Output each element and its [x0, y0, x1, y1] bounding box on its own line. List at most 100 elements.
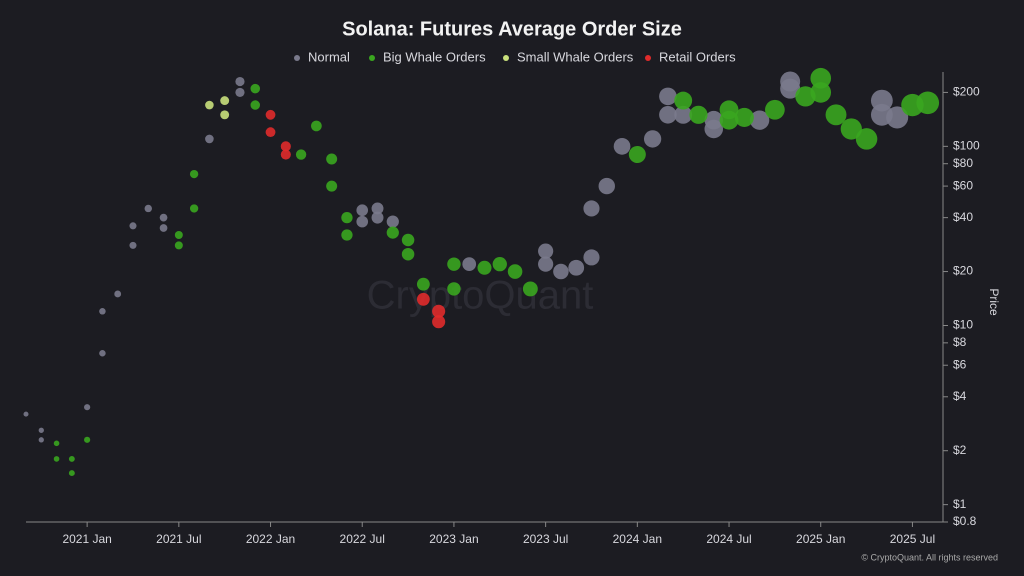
data-point	[719, 110, 739, 130]
data-point	[401, 233, 415, 247]
data-point	[205, 134, 214, 144]
data-point	[810, 82, 832, 103]
chart-title: Solana: Futures Average Order Size	[342, 18, 682, 40]
y-tick-label: $60	[953, 178, 973, 192]
data-point	[401, 247, 415, 261]
data-point	[825, 104, 847, 126]
data-point	[114, 290, 122, 298]
legend-marker	[503, 55, 509, 61]
data-point	[643, 130, 662, 148]
data-point	[734, 107, 754, 127]
data-point	[326, 153, 338, 165]
data-point	[659, 105, 677, 124]
data-point	[341, 229, 353, 241]
y-tick-label: $10	[953, 318, 973, 332]
y-tick-label: $2	[953, 443, 967, 457]
data-point	[326, 180, 338, 192]
data-point	[765, 99, 785, 120]
data-point	[68, 470, 75, 477]
legend-label: Normal	[308, 49, 350, 64]
y-tick-label: $6	[953, 357, 967, 371]
data-point	[341, 211, 353, 224]
data-point	[855, 128, 878, 150]
y-tick-label: $100	[953, 139, 980, 153]
data-point	[189, 169, 199, 179]
data-point	[295, 149, 307, 160]
data-point	[129, 241, 137, 249]
data-point	[447, 282, 461, 296]
y-tick-label: $4	[953, 389, 967, 403]
data-point	[84, 404, 91, 411]
data-point	[386, 226, 399, 239]
legend-label: Big Whale Orders	[383, 49, 486, 64]
data-point	[613, 137, 631, 155]
data-point	[432, 315, 446, 329]
data-point	[280, 141, 291, 152]
data-point	[810, 67, 832, 89]
data-point	[311, 120, 322, 132]
y-tick-label: $20	[953, 264, 973, 278]
data-point	[144, 204, 152, 213]
data-point	[583, 200, 600, 217]
data-point	[189, 204, 199, 213]
data-point	[628, 146, 646, 164]
data-point	[416, 292, 430, 306]
legend-marker	[645, 55, 651, 61]
legend-marker	[369, 55, 375, 61]
data-point	[674, 105, 693, 124]
data-point	[235, 87, 245, 98]
x-tick-label: 2021 Jan	[62, 532, 111, 546]
data-point	[568, 259, 585, 276]
data-point	[38, 427, 44, 433]
data-point	[356, 215, 369, 228]
x-tick-label: 2025 Jan	[796, 532, 845, 546]
data-point	[53, 440, 60, 447]
data-point	[447, 257, 461, 271]
y-tick-label: $80	[953, 156, 973, 170]
x-tick-label: 2022 Jan	[246, 532, 295, 546]
data-point	[371, 211, 384, 224]
y-axis-label: Price	[987, 288, 1001, 316]
legend-marker	[294, 55, 300, 61]
data-point	[68, 455, 75, 462]
data-point	[432, 304, 446, 318]
data-point	[235, 76, 245, 87]
data-point	[840, 118, 862, 140]
watermark: CryptoQuant	[367, 274, 594, 318]
data-point	[416, 277, 430, 291]
data-point	[99, 349, 106, 357]
y-tick-label: $200	[953, 85, 980, 99]
data-point	[492, 256, 507, 272]
legend-label: Retail Orders	[659, 49, 736, 64]
data-point	[159, 213, 168, 222]
data-point	[598, 177, 615, 195]
data-point	[205, 100, 214, 110]
data-point	[583, 249, 600, 266]
data-point	[462, 257, 477, 271]
data-point	[870, 89, 893, 112]
data-point	[477, 260, 492, 275]
data-point	[522, 281, 538, 297]
data-point	[538, 256, 554, 272]
data-point	[129, 222, 137, 230]
data-point	[916, 91, 940, 115]
x-tick-label: 2024 Jan	[613, 532, 662, 546]
data-point	[53, 456, 60, 462]
data-point	[38, 437, 44, 443]
y-tick-label: $8	[953, 335, 967, 349]
x-tick-label: 2023 Jan	[429, 532, 478, 546]
data-point	[371, 202, 384, 215]
data-point	[99, 308, 106, 315]
x-tick-label: 2025 Jul	[890, 532, 935, 546]
data-point	[689, 105, 708, 124]
y-tick-label: $0.8	[953, 514, 977, 528]
data-point	[538, 243, 554, 259]
data-point	[23, 411, 29, 417]
data-point	[507, 264, 523, 279]
data-point	[553, 263, 569, 280]
y-tick-label: $40	[953, 210, 973, 224]
data-point	[386, 215, 399, 228]
data-point	[174, 230, 183, 239]
data-point	[886, 106, 909, 129]
x-tick-label: 2021 Jul	[156, 532, 201, 546]
